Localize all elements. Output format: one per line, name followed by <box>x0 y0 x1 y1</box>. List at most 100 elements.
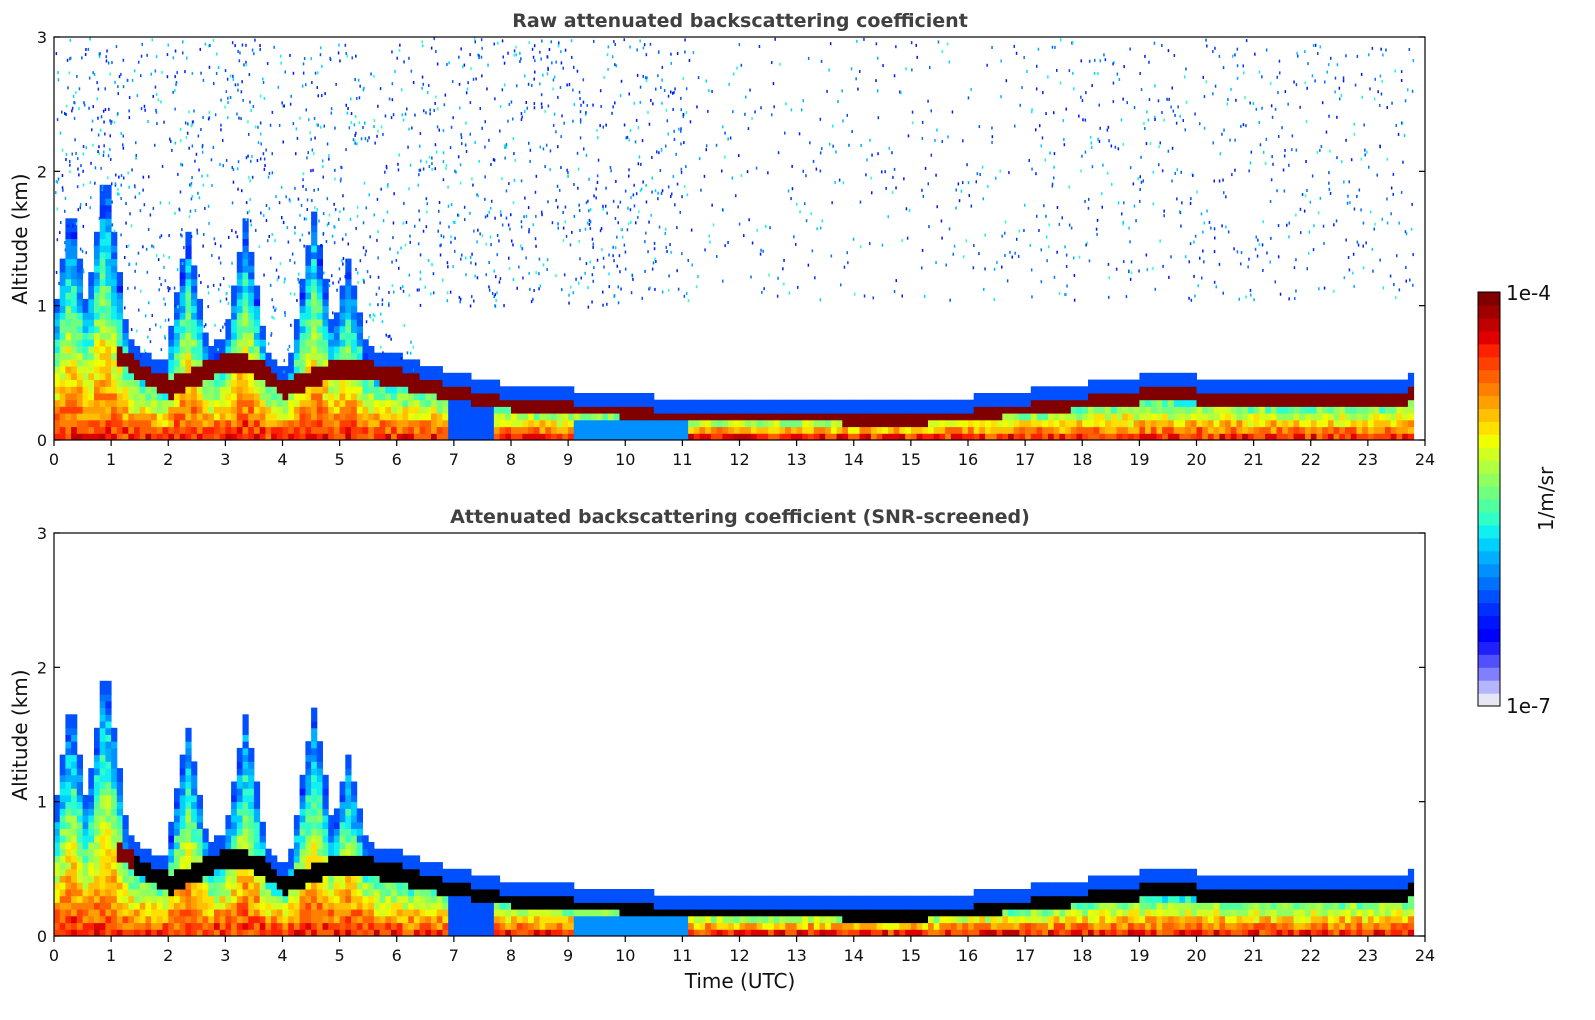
noise-point <box>1265 137 1268 141</box>
heatmap-cell <box>134 366 141 374</box>
heatmap-cell <box>1105 406 1112 414</box>
noise-point <box>308 231 310 235</box>
heatmap-cell <box>813 433 820 441</box>
noise-point <box>641 296 643 300</box>
heatmap-cell <box>1327 393 1335 401</box>
noise-point <box>309 131 311 135</box>
noise-point <box>74 221 76 225</box>
noise-point <box>1283 154 1286 158</box>
heatmap-cell <box>825 433 832 441</box>
noise-point <box>237 187 239 191</box>
noise-point <box>471 295 473 299</box>
noise-point <box>393 290 395 294</box>
noise-point <box>1179 211 1182 215</box>
heatmap-cell <box>1019 433 1026 441</box>
noise-point <box>680 142 682 146</box>
noise-point <box>346 54 349 58</box>
noise-point <box>134 269 136 273</box>
noise-point <box>1046 259 1048 263</box>
heatmap-cell <box>248 426 255 434</box>
heatmap-cell <box>631 419 638 428</box>
noise-point <box>190 235 193 238</box>
noise-point <box>962 181 964 185</box>
heatmap-cell <box>168 433 175 441</box>
noise-point <box>402 221 405 225</box>
noise-point <box>1049 151 1051 155</box>
heatmap-cell <box>191 325 198 333</box>
noise-point <box>763 287 765 291</box>
heatmap-cell <box>962 419 969 428</box>
noise-point <box>782 267 784 271</box>
heatmap-cell <box>396 352 403 360</box>
heatmap-cell <box>1202 399 1209 407</box>
noise-point <box>627 222 630 226</box>
noise-point <box>370 72 372 76</box>
heatmap-cell <box>328 399 335 407</box>
heatmap-cell <box>379 352 386 360</box>
noise-point <box>169 287 171 291</box>
noise-point <box>431 263 433 267</box>
heatmap-cell <box>1367 406 1375 414</box>
noise-point <box>1139 199 1141 203</box>
heatmap-cell <box>339 433 346 441</box>
noise-point <box>151 314 153 317</box>
heatmap-cell <box>71 251 78 260</box>
heatmap-cell <box>1162 419 1169 428</box>
heatmap-cell <box>236 251 243 260</box>
heatmap-cell <box>1065 386 1072 394</box>
heatmap-cell <box>431 426 438 434</box>
heatmap-cell <box>134 346 141 354</box>
noise-point <box>177 172 179 176</box>
noise-point <box>666 119 669 123</box>
noise-point <box>630 196 632 200</box>
noise-point <box>1161 44 1163 47</box>
noise-point <box>207 291 210 295</box>
heatmap-cell <box>1190 433 1197 441</box>
noise-point <box>521 247 524 251</box>
noise-point <box>1194 294 1196 298</box>
heatmap-cell <box>511 399 518 407</box>
noise-point <box>976 172 979 176</box>
heatmap-cell <box>299 325 306 333</box>
heatmap-cell <box>293 339 301 347</box>
heatmap-cell <box>790 433 798 441</box>
noise-point <box>571 230 573 234</box>
heatmap-cell <box>94 366 101 374</box>
heatmap-cell <box>259 366 266 374</box>
heatmap-cell <box>762 399 769 407</box>
noise-point <box>181 228 183 232</box>
heatmap-cell <box>1179 372 1186 380</box>
noise-point <box>986 63 988 67</box>
heatmap-cell <box>368 352 375 360</box>
heatmap-cell <box>391 426 398 434</box>
heatmap-cell <box>185 433 192 441</box>
heatmap-cell <box>728 413 735 421</box>
noise-point <box>561 288 563 292</box>
noise-point <box>875 79 877 83</box>
heatmap-cell <box>236 272 243 280</box>
noise-point <box>579 120 582 124</box>
noise-point <box>996 261 998 264</box>
heatmap-cell <box>105 191 112 199</box>
noise-point <box>1102 163 1104 167</box>
heatmap-cell <box>305 352 312 360</box>
heatmap-cell <box>139 379 146 387</box>
noise-point <box>402 118 405 122</box>
noise-point <box>630 220 632 224</box>
heatmap-cell <box>591 419 598 428</box>
noise-point <box>966 163 968 167</box>
noise-point <box>442 151 445 155</box>
noise-point <box>362 126 364 129</box>
heatmap-cell <box>179 413 186 421</box>
heatmap-cell <box>893 406 900 414</box>
heatmap-cell <box>1219 413 1226 421</box>
noise-point <box>512 117 514 121</box>
heatmap-cell <box>231 319 238 327</box>
noise-point <box>1325 130 1328 134</box>
noise-point <box>1321 101 1324 105</box>
noise-point <box>177 305 179 309</box>
heatmap-cell <box>670 399 678 407</box>
heatmap-cell <box>316 292 323 300</box>
heatmap-cell <box>111 413 118 421</box>
heatmap-cell <box>179 292 186 300</box>
